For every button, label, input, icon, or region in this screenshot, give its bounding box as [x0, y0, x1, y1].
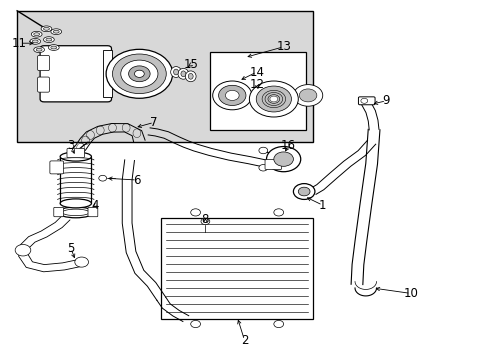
Ellipse shape — [46, 38, 52, 41]
Circle shape — [299, 89, 316, 102]
Circle shape — [99, 175, 106, 181]
Ellipse shape — [51, 46, 57, 49]
FancyBboxPatch shape — [54, 207, 63, 217]
Circle shape — [273, 320, 283, 328]
Circle shape — [128, 66, 150, 82]
Circle shape — [218, 85, 245, 105]
Circle shape — [266, 147, 300, 172]
Ellipse shape — [34, 47, 44, 53]
Circle shape — [15, 244, 31, 256]
Bar — [102, 50, 112, 97]
Ellipse shape — [60, 199, 91, 208]
FancyBboxPatch shape — [38, 55, 49, 71]
FancyBboxPatch shape — [67, 148, 84, 158]
Bar — [17, 11, 312, 142]
Circle shape — [112, 54, 166, 94]
Circle shape — [201, 218, 209, 225]
Ellipse shape — [43, 27, 49, 30]
Circle shape — [293, 184, 314, 199]
Ellipse shape — [51, 29, 61, 35]
Circle shape — [293, 85, 322, 106]
Circle shape — [273, 152, 293, 166]
Ellipse shape — [62, 209, 89, 216]
Circle shape — [75, 257, 88, 267]
Circle shape — [273, 209, 283, 216]
Ellipse shape — [170, 67, 181, 77]
FancyBboxPatch shape — [50, 161, 63, 174]
Circle shape — [225, 90, 239, 100]
Circle shape — [258, 165, 267, 171]
Circle shape — [360, 98, 367, 103]
Bar — [60, 157, 91, 203]
Text: 6: 6 — [133, 174, 141, 186]
FancyBboxPatch shape — [88, 207, 98, 217]
Ellipse shape — [30, 39, 41, 44]
Ellipse shape — [58, 207, 93, 218]
Ellipse shape — [60, 152, 91, 161]
Bar — [210, 52, 305, 130]
Text: 9: 9 — [382, 94, 389, 107]
Ellipse shape — [36, 48, 42, 51]
Bar — [161, 218, 312, 319]
Text: 11: 11 — [12, 37, 27, 50]
Text: 10: 10 — [403, 287, 417, 300]
Ellipse shape — [188, 73, 193, 79]
FancyBboxPatch shape — [358, 97, 374, 105]
Circle shape — [249, 81, 298, 117]
FancyBboxPatch shape — [264, 159, 281, 170]
Ellipse shape — [185, 71, 196, 82]
Text: 14: 14 — [249, 66, 264, 78]
Text: 13: 13 — [276, 40, 290, 53]
Ellipse shape — [43, 37, 54, 42]
Text: 12: 12 — [249, 78, 264, 91]
Text: 4: 4 — [91, 199, 99, 212]
Text: 7: 7 — [150, 116, 158, 129]
Ellipse shape — [53, 30, 59, 33]
Circle shape — [269, 96, 277, 102]
Ellipse shape — [34, 33, 40, 36]
Circle shape — [256, 86, 291, 112]
Text: 1: 1 — [318, 199, 326, 212]
Ellipse shape — [48, 45, 59, 50]
FancyBboxPatch shape — [40, 46, 111, 102]
Circle shape — [190, 209, 200, 216]
Text: 2: 2 — [240, 334, 248, 347]
Ellipse shape — [178, 68, 188, 79]
Text: 3: 3 — [67, 139, 75, 152]
Text: 16: 16 — [281, 139, 295, 152]
Text: 15: 15 — [183, 58, 198, 71]
Circle shape — [212, 81, 251, 110]
Ellipse shape — [32, 40, 38, 43]
Circle shape — [121, 60, 158, 87]
Circle shape — [134, 70, 144, 77]
Circle shape — [298, 187, 309, 196]
Circle shape — [258, 147, 267, 154]
Text: 8: 8 — [201, 213, 209, 226]
FancyBboxPatch shape — [38, 77, 49, 92]
Circle shape — [106, 49, 172, 98]
Ellipse shape — [181, 71, 185, 77]
Ellipse shape — [41, 26, 52, 32]
Ellipse shape — [31, 31, 42, 37]
Ellipse shape — [173, 69, 178, 75]
Circle shape — [190, 320, 200, 328]
Text: 5: 5 — [67, 242, 75, 255]
